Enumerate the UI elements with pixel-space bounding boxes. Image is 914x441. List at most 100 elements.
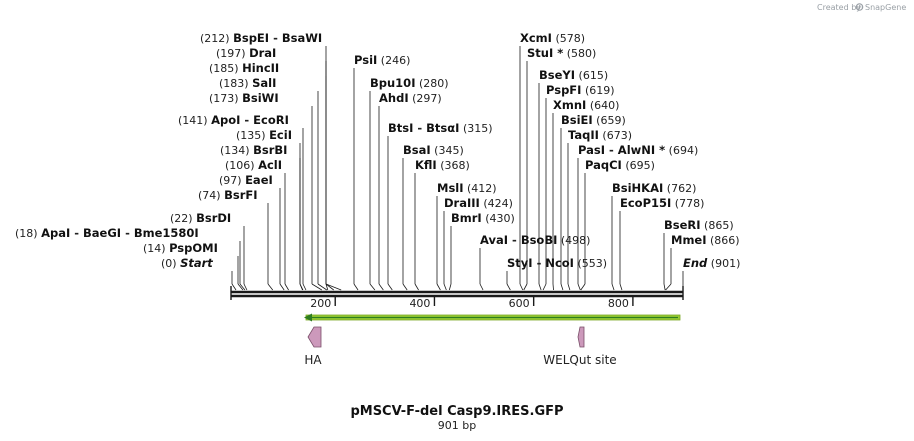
restriction-site[interactable]: MmeI (866) xyxy=(665,233,740,291)
restriction-site[interactable]: (22) BsrDI xyxy=(170,211,248,291)
site-label[interactable]: BtsI - BtsαI (315) xyxy=(388,121,493,135)
restriction-site[interactable]: PaqCI (695) xyxy=(580,158,655,291)
site-label[interactable]: (0) Start xyxy=(161,256,213,270)
enzyme-name: DraI xyxy=(249,46,276,60)
restriction-site[interactable]: BseYI (615) xyxy=(538,68,608,291)
restriction-site[interactable]: (0) Start xyxy=(161,256,237,291)
restriction-site[interactable]: (14) PspOMI xyxy=(143,241,244,291)
site-label[interactable]: (18) ApaI - BaeGI - Bme1580I xyxy=(15,226,199,240)
restriction-site[interactable]: (106) AclI xyxy=(225,158,289,291)
restriction-site[interactable]: DraIII (424) xyxy=(443,196,513,291)
site-label[interactable]: TaqII (673) xyxy=(568,128,632,142)
site-label[interactable]: Bpu10I (280) xyxy=(370,76,449,90)
restriction-site[interactable]: XcmI (578) xyxy=(519,31,585,291)
restriction-site[interactable]: PasI - AlwNI * (694) xyxy=(577,143,698,291)
site-label[interactable]: PsiI (246) xyxy=(354,53,410,67)
site-label[interactable]: (134) BsrBI xyxy=(220,143,287,157)
restriction-site[interactable]: EcoP15I (778) xyxy=(619,196,704,291)
site-label[interactable]: BseRI (865) xyxy=(664,218,734,232)
site-label[interactable]: BmrI (430) xyxy=(451,211,515,225)
site-separator: - xyxy=(70,226,83,240)
restriction-site[interactable]: AhdI (297) xyxy=(378,91,442,291)
restriction-site[interactable]: StyI - NcoI (553) xyxy=(506,256,607,291)
restriction-site[interactable]: BsiHKAI (762) xyxy=(611,181,696,291)
site-label[interactable]: (22) BsrDI xyxy=(170,211,231,225)
cut-leader xyxy=(552,283,554,291)
site-label[interactable]: DraIII (424) xyxy=(444,196,513,210)
cut-leader xyxy=(479,283,484,291)
site-separator: - xyxy=(413,121,426,135)
site-label[interactable]: MslI (412) xyxy=(437,181,497,195)
ruler-tick-label: 400 xyxy=(409,297,430,310)
site-label[interactable]: XmnI (640) xyxy=(553,98,619,112)
site-label[interactable]: BsiEI (659) xyxy=(561,113,626,127)
restriction-site[interactable]: (183) SalI xyxy=(219,76,328,291)
site-label[interactable]: StyI - NcoI (553) xyxy=(507,256,607,270)
site-position: (22) xyxy=(170,212,196,225)
site-position: (694) xyxy=(665,144,698,157)
restriction-site[interactable]: (134) BsrBI xyxy=(220,143,303,291)
site-label[interactable]: AhdI (297) xyxy=(379,91,442,105)
site-label[interactable]: (183) SalI xyxy=(219,76,276,90)
restriction-site[interactable]: BtsI - BtsαI (315) xyxy=(387,121,493,291)
restriction-site[interactable]: End (901) xyxy=(682,256,740,290)
site-label[interactable]: EcoP15I (778) xyxy=(620,196,704,210)
site-label[interactable]: (197) DraI xyxy=(216,46,276,60)
restriction-site[interactable]: TaqII (673) xyxy=(567,128,632,291)
feature-welqut-site[interactable]: WELQut site xyxy=(543,326,617,367)
site-label[interactable]: (185) HincII xyxy=(209,61,279,75)
cut-leader xyxy=(387,283,393,291)
restriction-site[interactable]: StuI * (580) xyxy=(523,46,597,291)
site-label[interactable]: BseYI (615) xyxy=(539,68,608,82)
cut-leader xyxy=(239,283,246,291)
site-label[interactable]: (14) PspOMI xyxy=(143,241,218,255)
site-label[interactable]: PasI - AlwNI * (694) xyxy=(578,143,698,157)
restriction-site[interactable]: MslI (412) xyxy=(436,181,497,291)
site-label[interactable]: MmeI (866) xyxy=(671,233,740,247)
restriction-site[interactable]: BseRI (865) xyxy=(663,218,734,291)
site-label[interactable]: AvaI - BsoBI (498) xyxy=(480,233,590,247)
restriction-site[interactable]: (141) ApoI - EcoRI xyxy=(178,113,307,291)
site-label[interactable]: (74) BsrFI xyxy=(198,188,258,202)
enzyme-name: Start xyxy=(180,256,213,270)
welqut-feature-arrow-icon[interactable] xyxy=(577,326,585,348)
site-label[interactable]: (173) BsiWI xyxy=(209,91,279,105)
restriction-site[interactable]: (74) BsrFI xyxy=(198,188,274,291)
site-label[interactable]: (135) EciI xyxy=(236,128,292,142)
site-label[interactable]: BsiHKAI (762) xyxy=(612,181,696,195)
site-label[interactable]: PspFI (619) xyxy=(546,83,615,97)
cut-leader xyxy=(542,283,547,291)
cut-leader xyxy=(325,283,329,291)
restriction-site[interactable]: BsiEI (659) xyxy=(560,113,626,291)
restriction-site[interactable]: PspFI (619) xyxy=(542,83,615,291)
site-label[interactable]: XcmI (578) xyxy=(520,31,585,45)
site-label[interactable]: (141) ApoI - EcoRI xyxy=(178,113,289,127)
site-label[interactable]: End (901) xyxy=(683,256,740,270)
restriction-site[interactable]: PsiI (246) xyxy=(353,53,410,291)
site-label[interactable]: (106) AclI xyxy=(225,158,282,172)
ha-feature-arrow-icon[interactable] xyxy=(307,326,322,348)
restriction-site[interactable]: XmnI (640) xyxy=(552,98,619,291)
restriction-site[interactable]: (185) HincII xyxy=(209,61,329,291)
restriction-site[interactable]: KflI (368) xyxy=(414,158,470,291)
site-position: (183) xyxy=(219,77,252,90)
enzyme-name: EcoP15I xyxy=(620,196,671,210)
site-label[interactable]: KflI (368) xyxy=(415,158,470,172)
site-separator: - xyxy=(240,113,253,127)
restriction-site[interactable]: (97) EaeI xyxy=(219,173,285,291)
restriction-site[interactable]: (173) BsiWI xyxy=(209,91,323,291)
feature-ha[interactable]: HA xyxy=(304,326,322,367)
restriction-site[interactable]: (18) ApaI - BaeGI - Bme1580I xyxy=(15,226,246,291)
site-label[interactable]: (97) EaeI xyxy=(219,173,273,187)
restriction-site[interactable]: (212) BspEI - BsaWI xyxy=(200,31,342,291)
restriction-site[interactable]: BmrI (430) xyxy=(448,211,515,291)
site-label[interactable]: StuI * (580) xyxy=(527,46,596,60)
site-label[interactable]: (212) BspEI - BsaWI xyxy=(200,31,322,45)
site-label[interactable]: BsaI (345) xyxy=(403,143,464,157)
enzyme-name: EciI xyxy=(269,128,292,142)
restriction-site[interactable]: Bpu10I (280) xyxy=(369,76,449,291)
site-label[interactable]: PaqCI (695) xyxy=(585,158,655,172)
enzyme-name: NcoI xyxy=(545,256,574,270)
restriction-site[interactable]: BsaI (345) xyxy=(402,143,464,291)
